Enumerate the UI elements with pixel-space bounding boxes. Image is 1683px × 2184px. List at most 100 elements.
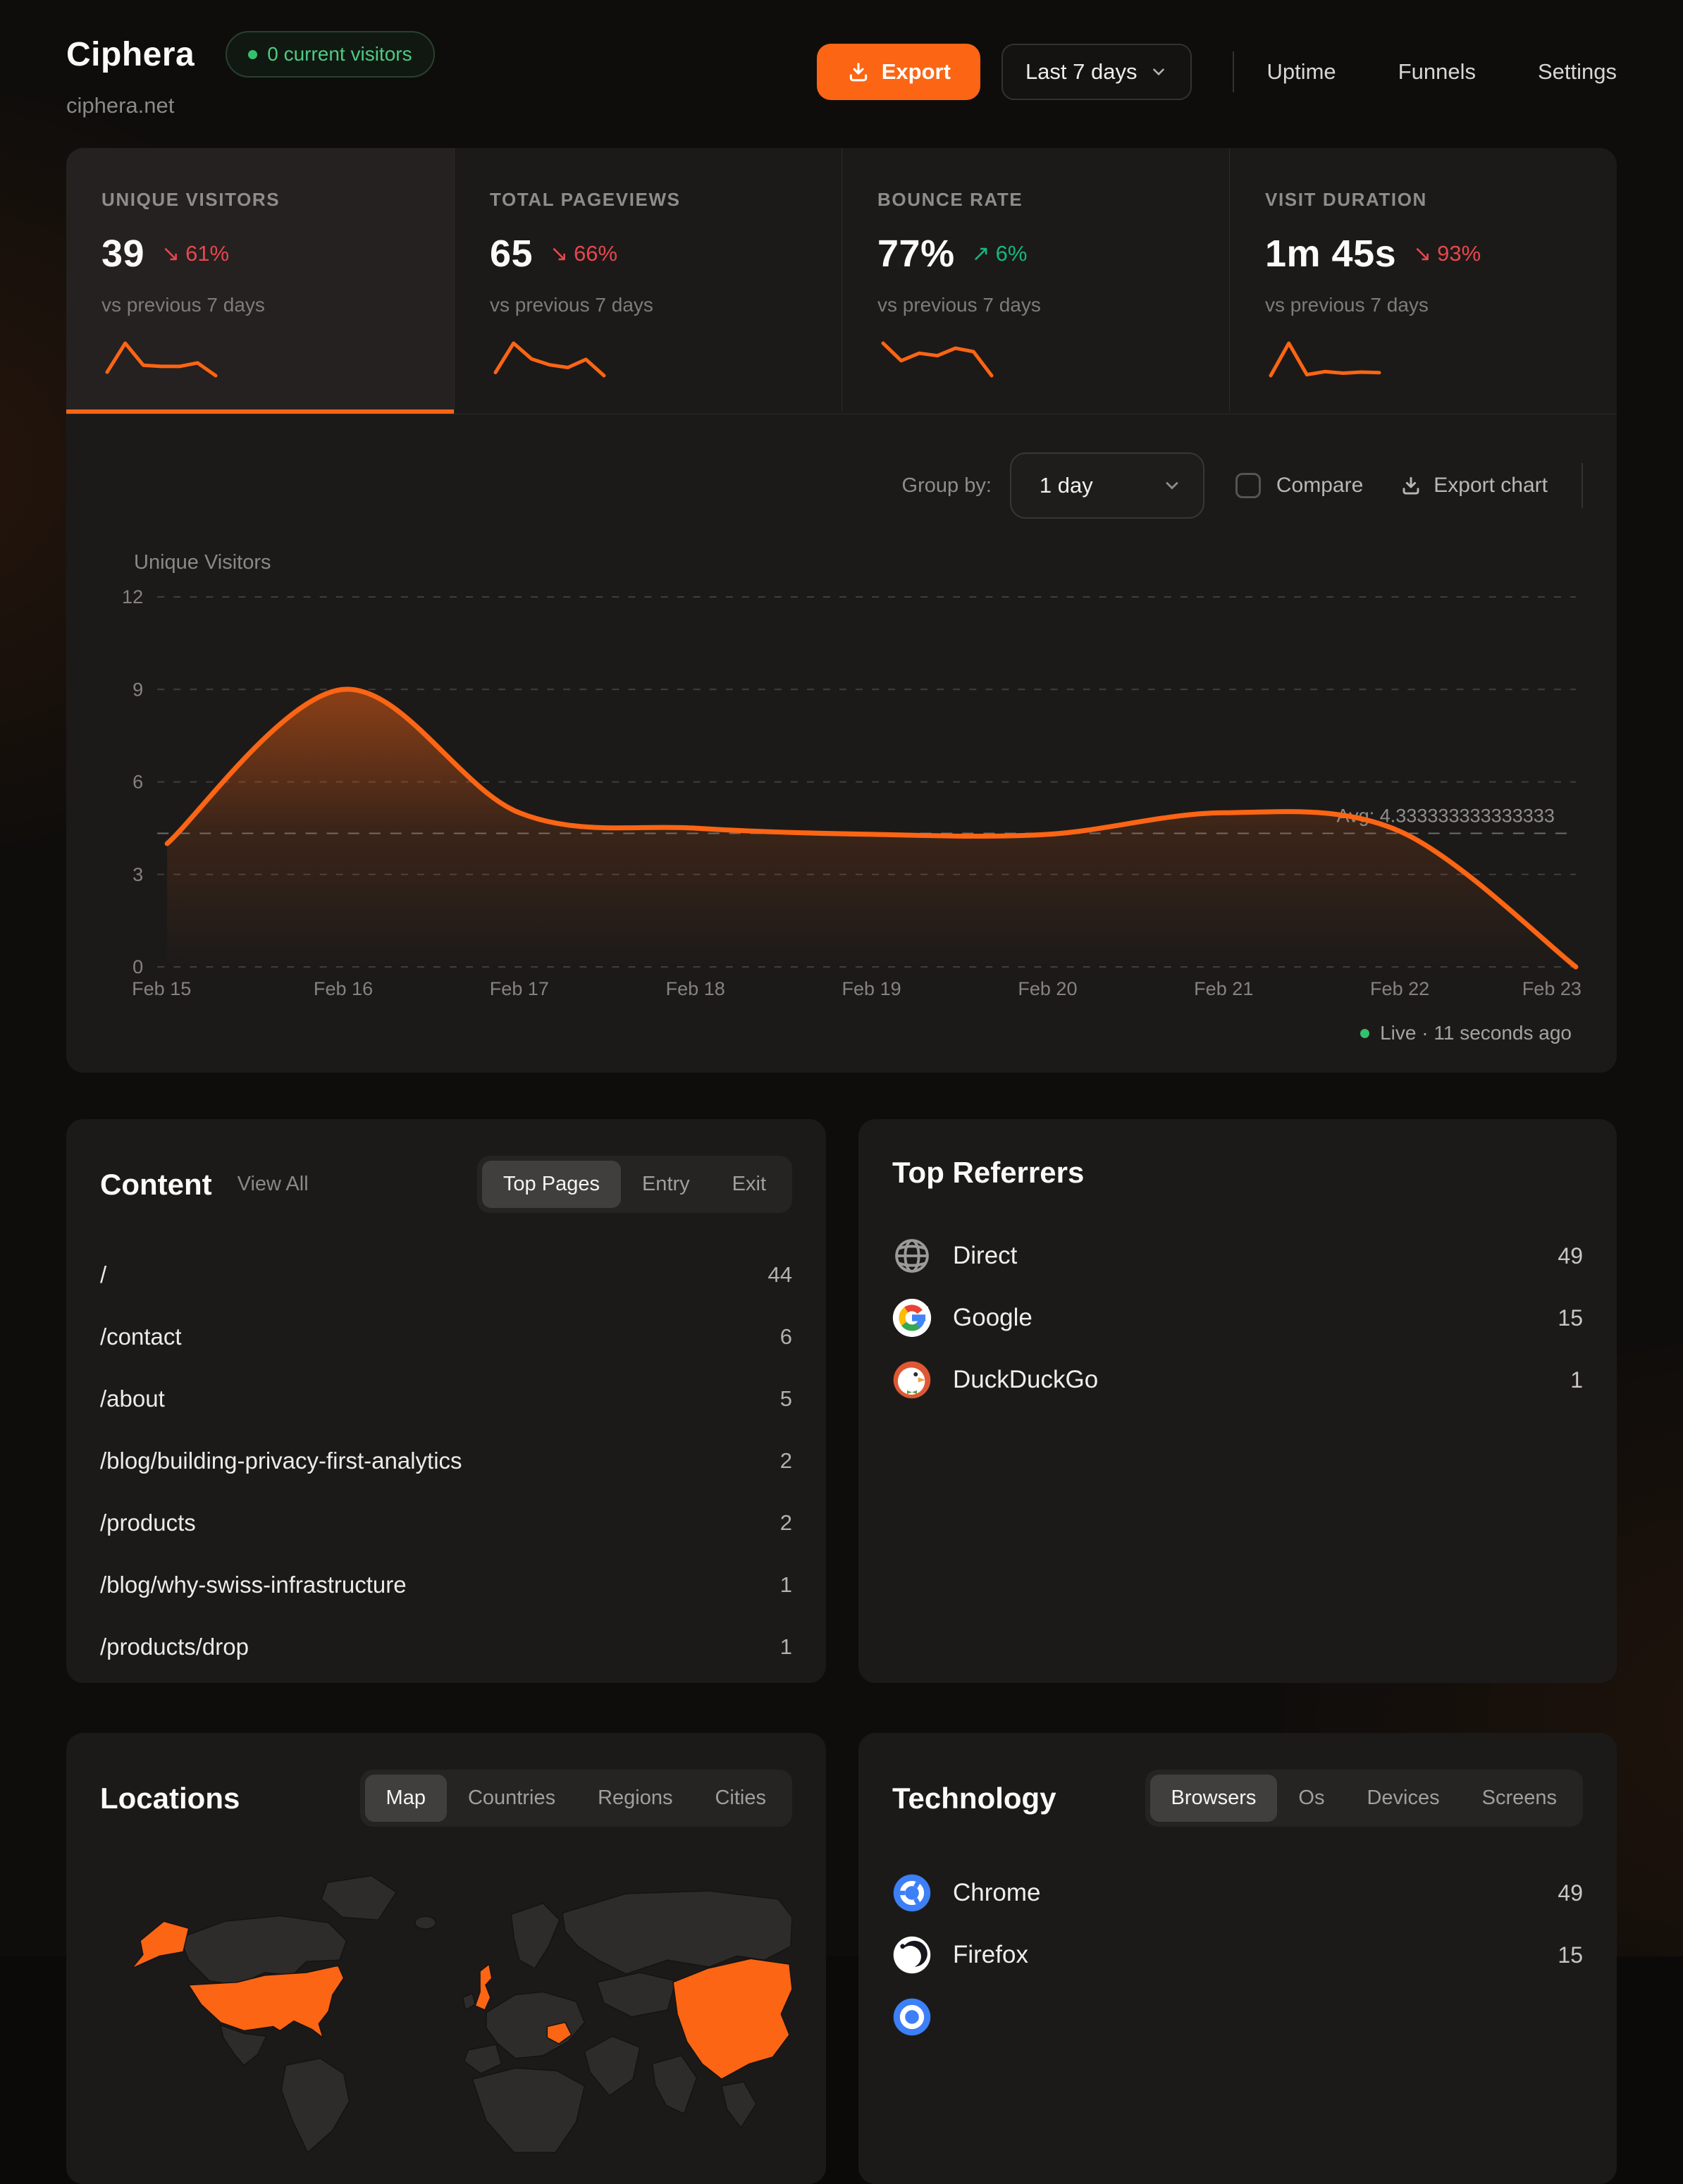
group-by-select[interactable]: 1 day [1009,452,1204,519]
referrer-row[interactable]: Google 15 [892,1287,1583,1349]
export-chart-label: Export chart [1434,474,1548,497]
page-row[interactable]: /products/drop 1 [100,1634,792,1660]
analytics-panel: UNIQUE VISITORS 39 ↘ 61% vs previous 7 da… [66,148,1617,1073]
export-button[interactable]: Export [816,44,980,100]
stat-unique-visitors[interactable]: UNIQUE VISITORS 39 ↘ 61% vs previous 7 da… [66,148,454,414]
globe-icon [895,1239,929,1273]
nav-uptime[interactable]: Uptime [1266,59,1336,84]
region-se-asia [720,2081,757,2129]
top-actions: Export Last 7 days Uptime Funnels Settin… [816,44,1617,100]
app-title: Ciphera [66,35,195,73]
tab-browsers[interactable]: Browsers [1149,1775,1278,1822]
nav-settings[interactable]: Settings [1537,59,1617,84]
region-alaska [131,1920,190,1969]
site-domain: ciphera.net [66,93,175,118]
tab-exit[interactable]: Exit [711,1161,787,1208]
stat-compare: vs previous 7 days [1265,294,1429,316]
svg-text:Feb 15: Feb 15 [132,978,191,999]
top-pages-list: /44 /contact 6 /about 5 /blog/building-pri… [100,1244,792,1678]
chrome-icon [893,1874,931,1912]
main-nav: Uptime Funnels Settings [1266,59,1617,85]
svg-text:Feb 21: Feb 21 [1194,978,1253,999]
referrers-title: Top Referrers [892,1156,1085,1190]
stat-compare: vs previous 7 days [490,294,653,316]
tab-os[interactable]: Os [1277,1775,1345,1822]
continent-africa [471,2067,586,2154]
tab-map[interactable]: Map [364,1775,447,1822]
view-all-link[interactable]: View All [237,1173,309,1196]
export-chart-button[interactable]: Export chart [1400,474,1548,498]
controls-divider [1582,463,1583,508]
technology-tabs: Browsers Os Devices Screens [1145,1770,1583,1827]
tab-entry[interactable]: Entry [621,1161,711,1208]
country-ireland [462,1992,476,2011]
tab-top-pages[interactable]: Top Pages [481,1161,621,1209]
country-iceland [414,1915,437,1930]
region-mexico [219,2024,267,2066]
svg-text:Feb 22: Feb 22 [1370,978,1429,999]
tab-cities[interactable]: Cities [693,1775,787,1822]
compare-checkbox[interactable] [1235,473,1261,498]
content-tabs: Top Pages Entry Exit [476,1156,792,1214]
referrer-row[interactable]: DuckDuckGo 1 [892,1349,1583,1411]
browser-icon [893,1998,931,2036]
stat-bounce-rate[interactable]: BOUNCE RATE 77% ↗ 6% vs previous 7 days [842,148,1229,414]
stat-compare: vs previous 7 days [877,294,1041,316]
duckduckgo-icon [893,1361,931,1399]
date-range-select[interactable]: Last 7 days [1001,44,1192,100]
page-row[interactable]: /blog/why-swiss-infrastructure 1 [100,1572,792,1598]
stat-delta: ↗ 6% [971,241,1028,266]
chevron-down-icon [1153,68,1165,76]
tab-countries[interactable]: Countries [447,1775,577,1822]
stat-total-pageviews[interactable]: TOTAL PAGEVIEWS 65 ↘ 66% vs previous 7 da… [454,148,842,414]
svg-text:0: 0 [132,956,143,977]
sparkline-chart [105,341,218,378]
country-china [672,1958,792,2080]
stat-value: 1m 45s [1265,233,1397,275]
stat-value: 65 [490,233,534,275]
page-row[interactable]: /contact 6 [100,1324,792,1350]
compare-label[interactable]: Compare [1276,474,1364,497]
y-axis-title: Unique Visitors [134,551,271,574]
download-icon [1402,476,1419,495]
page-row[interactable]: /about 5 [100,1386,792,1412]
live-status: Live · 11 seconds ago [100,1022,1572,1044]
date-range-value: Last 7 days [1025,59,1138,84]
stat-label: VISIT DURATION [1265,189,1427,210]
svg-text:3: 3 [132,864,143,885]
world-map[interactable] [100,1856,792,2154]
trend-arrow-icon: ↗ [971,241,990,266]
stat-visit-duration[interactable]: VISIT DURATION 1m 45s ↘ 93% vs previous 7… [1229,148,1617,414]
page-row[interactable]: /blog/building-privacy-first-analytics 2 [100,1448,792,1474]
page-row[interactable]: /products 2 [100,1510,792,1536]
current-visitors-label: 0 current visitors [267,43,412,65]
browser-row[interactable]: Firefox 15 [892,1924,1583,1986]
live-status-label: Live · 11 seconds ago [1380,1022,1572,1044]
nav-funnels[interactable]: Funnels [1398,59,1476,84]
sparkline-chart [493,341,606,378]
svg-text:Feb 20: Feb 20 [1018,978,1077,999]
svg-text:12: 12 [122,586,143,607]
export-button-label: Export [881,59,951,84]
content-title: Content [100,1167,212,1201]
live-dot-icon [1360,1028,1370,1038]
region-scandinavia [510,1903,560,1970]
trend-arrow-icon: ↘ [161,241,180,266]
svg-text:Feb 16: Feb 16 [314,978,373,999]
referrer-row[interactable]: Direct 49 [892,1225,1583,1287]
current-visitors-badge[interactable]: 0 current visitors [226,31,435,78]
browser-row[interactable]: Chrome 49 [892,1862,1583,1924]
browser-row[interactable] [892,1986,1583,2048]
country-india [651,2055,698,2115]
chart-section: Group by: 1 day Compare Export chart Uni… [66,452,1617,1073]
tab-devices[interactable]: Devices [1345,1775,1460,1822]
live-dot-icon [248,49,258,59]
page-row[interactable]: /44 [100,1261,792,1288]
tab-regions[interactable]: Regions [577,1775,693,1822]
svg-text:9: 9 [132,679,143,700]
sparkline-chart [881,341,994,378]
tab-screens[interactable]: Screens [1461,1775,1578,1822]
top-bar: Ciphera 0 current visitors ciphera.net E… [66,31,1617,118]
locations-tabs: Map Countries Regions Cities [359,1770,792,1827]
